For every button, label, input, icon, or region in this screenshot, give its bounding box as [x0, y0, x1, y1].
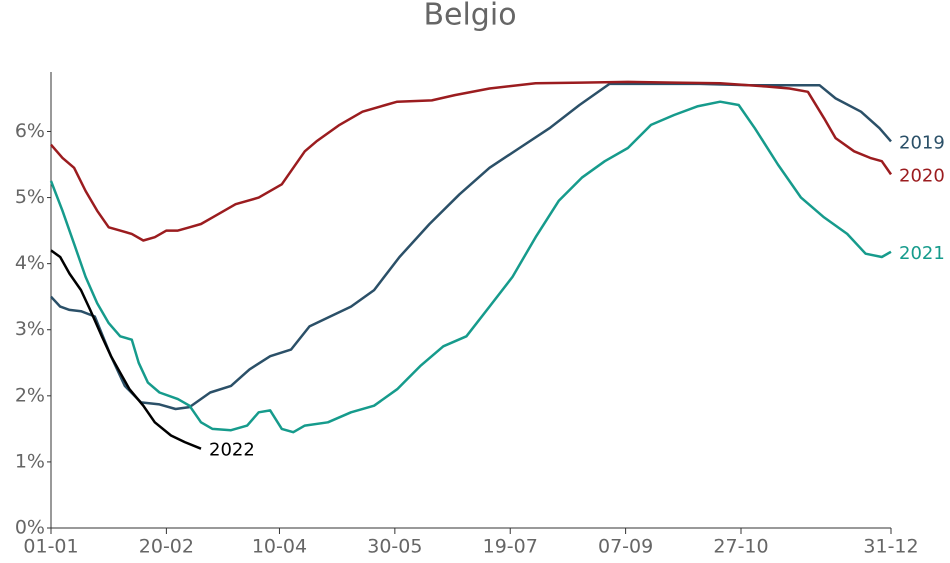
series-line — [49, 100, 892, 434]
y-tick-label: 5% — [15, 186, 45, 208]
series-label: 2019 — [899, 132, 945, 153]
x-tick-label: 19-07 — [483, 536, 538, 558]
x-tick-label: 30-05 — [367, 536, 422, 558]
x-tick-label: 01-01 — [23, 536, 78, 558]
series-line — [50, 82, 892, 411]
y-tick-label: 2% — [15, 384, 45, 406]
series-label: 2020 — [899, 165, 945, 186]
chart-title: Belgio — [423, 0, 516, 33]
x-tick-label: 27-10 — [713, 536, 768, 558]
series-line — [50, 249, 202, 450]
y-tick-label: 3% — [15, 318, 45, 340]
y-tick-label: 6% — [15, 120, 45, 142]
y-tick-label: 1% — [15, 450, 45, 472]
y-tick-label: 0% — [15, 517, 45, 539]
x-tick-label: 20-02 — [139, 536, 194, 558]
series-line — [50, 80, 893, 242]
x-tick-label: 07-09 — [598, 536, 653, 558]
y-tick-label: 4% — [15, 252, 45, 274]
x-tick-label: 31-12 — [863, 536, 918, 558]
series-label: 2022 — [209, 440, 255, 461]
series-label: 2021 — [899, 243, 945, 264]
x-tick-label: 10-04 — [252, 536, 307, 558]
